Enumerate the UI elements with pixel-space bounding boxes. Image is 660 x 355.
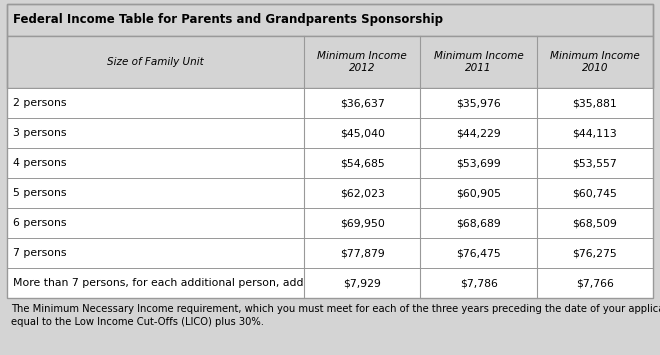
Bar xyxy=(7,4,653,36)
Text: $68,509: $68,509 xyxy=(572,218,617,228)
Text: $44,229: $44,229 xyxy=(456,128,501,138)
Text: $44,113: $44,113 xyxy=(572,128,617,138)
Text: 4 persons: 4 persons xyxy=(13,158,67,168)
Text: Minimum Income
2012: Minimum Income 2012 xyxy=(317,51,407,73)
Text: equal to the Low Income Cut-Offs (LICO) plus 30%.: equal to the Low Income Cut-Offs (LICO) … xyxy=(11,317,264,327)
Text: $76,475: $76,475 xyxy=(456,248,501,258)
Text: $60,745: $60,745 xyxy=(572,188,617,198)
Text: $35,976: $35,976 xyxy=(456,98,501,108)
Text: Size of Family Unit: Size of Family Unit xyxy=(107,57,204,67)
Bar xyxy=(7,4,653,298)
Bar xyxy=(7,36,653,88)
Text: $36,637: $36,637 xyxy=(340,98,385,108)
Text: $62,023: $62,023 xyxy=(340,188,385,198)
Text: Federal Income Table for Parents and Grandparents Sponsorship: Federal Income Table for Parents and Gra… xyxy=(13,13,443,27)
Bar xyxy=(7,238,653,268)
Text: 5 persons: 5 persons xyxy=(13,188,67,198)
Bar xyxy=(7,178,653,208)
Text: $45,040: $45,040 xyxy=(340,128,385,138)
Text: 6 persons: 6 persons xyxy=(13,218,67,228)
Text: $60,905: $60,905 xyxy=(456,188,501,198)
Text: $68,689: $68,689 xyxy=(456,218,501,228)
Text: $69,950: $69,950 xyxy=(340,218,385,228)
Text: $77,879: $77,879 xyxy=(340,248,385,258)
Text: $54,685: $54,685 xyxy=(340,158,385,168)
Text: Minimum Income
2010: Minimum Income 2010 xyxy=(550,51,640,73)
Text: 3 persons: 3 persons xyxy=(13,128,67,138)
Text: More than 7 persons, for each additional person, add: More than 7 persons, for each additional… xyxy=(13,278,304,288)
Bar xyxy=(7,88,653,118)
Text: 7 persons: 7 persons xyxy=(13,248,67,258)
Text: $35,881: $35,881 xyxy=(572,98,617,108)
Text: $53,557: $53,557 xyxy=(572,158,617,168)
Text: $7,786: $7,786 xyxy=(459,278,498,288)
Text: $7,766: $7,766 xyxy=(576,278,614,288)
Bar xyxy=(7,208,653,238)
Text: 2 persons: 2 persons xyxy=(13,98,67,108)
Text: The Minimum Necessary Income requirement, which you must meet for each of the th: The Minimum Necessary Income requirement… xyxy=(11,304,660,314)
Text: $53,699: $53,699 xyxy=(456,158,501,168)
Text: $7,929: $7,929 xyxy=(343,278,381,288)
Bar xyxy=(7,148,653,178)
Text: $76,275: $76,275 xyxy=(572,248,617,258)
Bar xyxy=(7,268,653,298)
Text: Minimum Income
2011: Minimum Income 2011 xyxy=(434,51,523,73)
Bar xyxy=(7,118,653,148)
